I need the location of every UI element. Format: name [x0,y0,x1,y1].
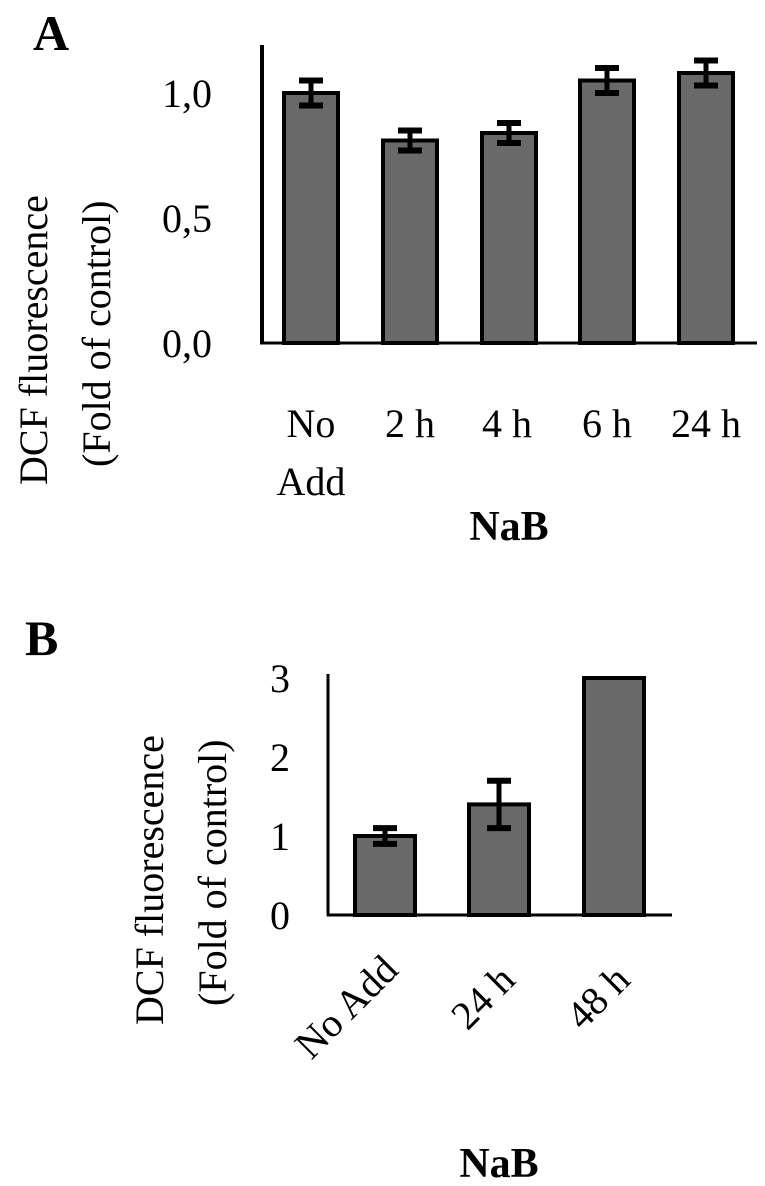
x-tick-label: 2 h [385,401,435,446]
bar [480,131,538,345]
y-tick-label: 0 [270,893,290,938]
panel-b-ylabel-line2: (Fold of control) [190,739,235,1006]
y-tick-label: 3 [270,656,290,701]
panel-b-bars [353,676,646,918]
bar [282,91,340,345]
x-tick-label: 24 h [442,957,523,1038]
y-tick-label: 0,5 [162,196,212,241]
x-tick-label: No Add [286,947,407,1068]
bar [381,138,439,345]
bar [677,71,735,345]
bar-group [467,777,531,918]
y-tick-label: 2 [270,735,290,780]
y-tick-label: 0,0 [162,321,212,366]
bar-group [677,57,735,345]
panel-b-ylabel-line1: DCF fluorescence [127,735,172,1025]
bar [582,676,646,917]
bar [578,78,636,345]
panel-b-xlabel: NaB [459,1141,538,1186]
x-tick-label: No [287,401,336,446]
x-tick-label: 24 h [671,401,741,446]
panel-a-ylabel-line1: DCF fluorescence [11,195,56,485]
panel-a-y-ticks: 0,0 0,5 1,0 [162,71,212,366]
bar-group [381,127,439,345]
panel-a-xlabel: NaB [469,504,548,550]
x-tick-label: 6 h [582,401,632,446]
panel-b-letter: B [25,610,58,666]
bar-group [578,65,636,345]
x-tick-label: Add [277,459,346,504]
panel-a-x-tick-labels: No Add 2 h 4 h 6 h 24 h [277,401,741,504]
x-tick-label: 48 h [557,957,638,1038]
bar-group [480,120,538,345]
panel-a-ylabel-line2: (Fold of control) [74,200,119,467]
panel-a-chart: A DCF fluorescence (Fold of control) 0,0… [11,5,757,550]
panel-b-y-axis-title: DCF fluorescence (Fold of control) [127,735,235,1025]
panel-b-y-ticks: 0 1 2 3 [270,656,290,938]
bar [353,834,417,917]
bar-group [582,676,646,917]
panel-a-y-axis-title: DCF fluorescence (Fold of control) [11,195,119,485]
x-tick-label: 4 h [482,401,532,446]
bar-group [282,77,340,345]
panel-b-chart: B DCF fluorescence (Fold of control) 0 1 2… [25,610,672,1186]
panel-a-bars [282,57,735,345]
y-tick-label: 1 [270,814,290,859]
panel-b-x-tick-labels: No Add 24 h 48 h [286,947,639,1068]
y-tick-label: 1,0 [162,71,212,116]
bar-group [353,825,417,917]
panel-a-letter: A [33,5,69,61]
